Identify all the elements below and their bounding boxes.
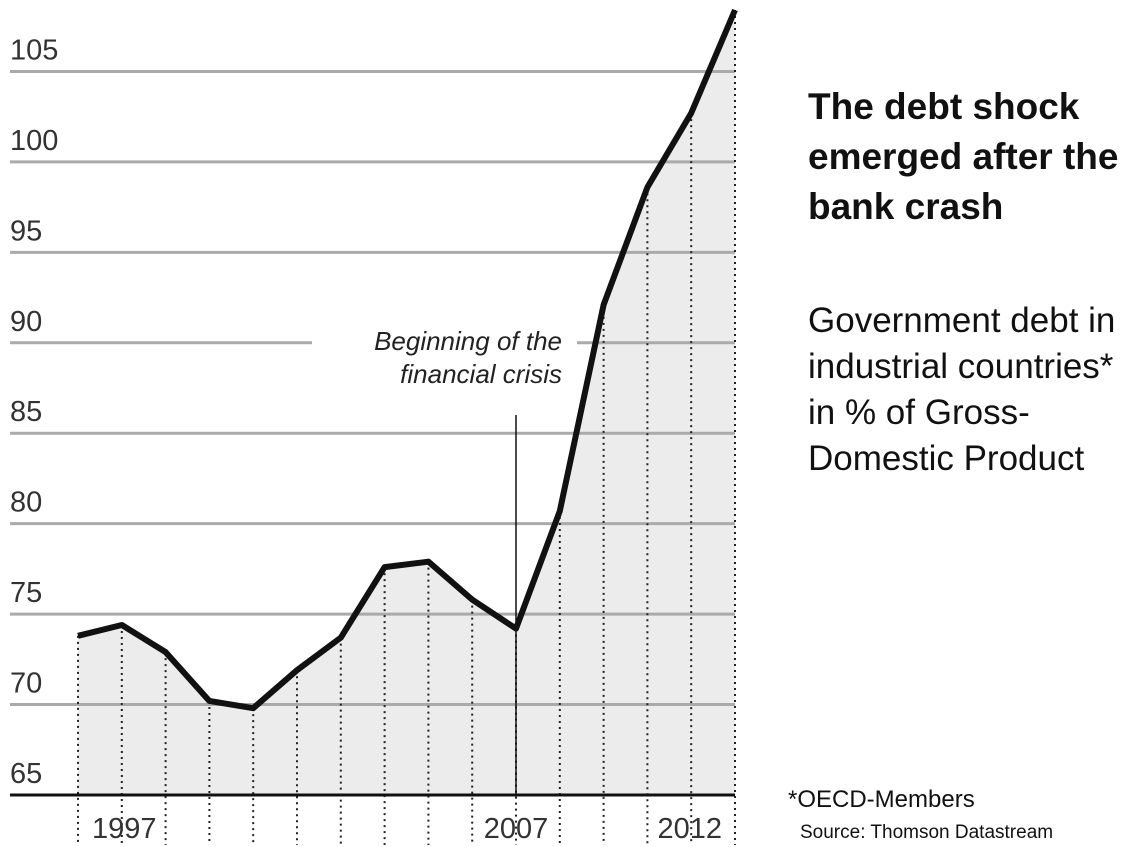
line [77,8,738,712]
area [78,10,735,795]
footnote: *OECD-Members [788,786,975,813]
annotation: financial crisis [400,359,562,389]
y-tick-label: 100 [10,125,58,157]
y-tick-label: 90 [10,306,42,338]
y-tick-label: 105 [10,34,58,66]
source: Source: Thomson Datastream [800,822,1054,843]
x-tick-label: 2012 [657,813,722,845]
y-tick-label: 85 [10,396,42,428]
y-tick-label: 95 [10,215,42,247]
chart-subtitle: Government debt in industrial countries*… [808,301,1116,478]
y-tick-label: 75 [10,577,42,609]
y-tick-label: 70 [10,668,42,700]
chart-title: The debt shock emerged after the bank cr… [808,86,1119,227]
annotation: Beginning of the [374,326,562,356]
x-tick-label: 2007 [484,813,549,845]
x-tick-label: 1997 [92,813,157,845]
annotation-bg [312,322,577,394]
y-tick-label: 65 [10,758,42,790]
y-tick-label: 80 [10,487,42,519]
